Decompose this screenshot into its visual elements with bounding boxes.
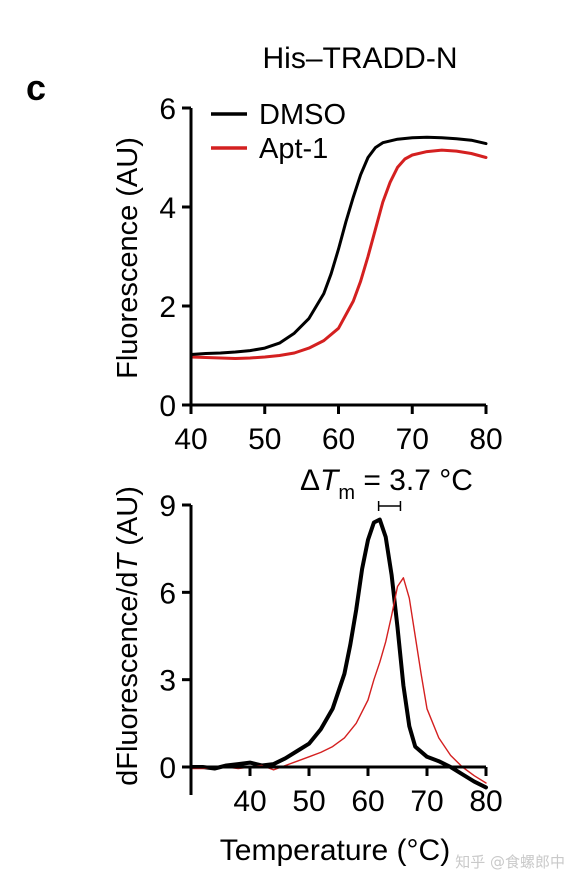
bottom-y-label-suffix: (AU) <box>112 486 144 554</box>
bottom-x-tick-label: 40 <box>233 785 266 818</box>
bottom-y-tick-label: 3 <box>159 665 176 698</box>
delta-symbol: Δ <box>300 464 320 497</box>
top-x-tick-label: 60 <box>322 423 355 456</box>
panel-label: c <box>26 67 46 108</box>
bottom-y-label-prefix: dFluorescence/d <box>112 571 144 785</box>
bottom-series-dmso-line <box>189 517 488 790</box>
bottom-y-tick-label: 6 <box>159 577 176 610</box>
top-series-apt-1-line <box>189 148 488 360</box>
delta-T: T <box>320 464 341 497</box>
top-chart-title: His–TRADD-N <box>263 42 458 75</box>
bottom-chart: ΔTm = 3.7 °C dFluorescence/dT (AU) 40 50 6… <box>112 464 503 867</box>
top-y-tick-label: 6 <box>159 93 176 126</box>
bottom-series-apt-1-line <box>190 577 487 784</box>
bottom-x-tick-label: 80 <box>469 785 502 818</box>
delta-subscript: m <box>338 482 355 504</box>
delta-tm-bar <box>377 501 402 511</box>
top-x-tick-label: 70 <box>396 423 429 456</box>
top-y-tick-label: 4 <box>159 192 176 225</box>
top-x-tick-label: 80 <box>469 423 502 456</box>
top-ticks-group: 40 50 60 70 80 0 2 4 6 <box>159 93 502 456</box>
top-chart: His–TRADD-N Fluorescence (AU) 40 50 60 70 80… <box>112 42 503 456</box>
bottom-y-label-T: T <box>112 551 144 571</box>
bottom-ticks-group: 40 50 60 70 80 0 3 6 9 <box>159 490 502 818</box>
top-series-dmso-line <box>189 135 488 356</box>
legend-dmso-label: DMSO <box>259 99 346 131</box>
top-y-tick-label: 2 <box>159 291 176 324</box>
bottom-x-tick-label: 60 <box>351 785 384 818</box>
bottom-x-axis-label: Temperature (°C) <box>220 834 450 867</box>
top-series-group <box>189 135 488 360</box>
bottom-y-axis-label: dFluorescence/dT (AU) <box>112 486 144 786</box>
watermark: 知乎 @食螺郎中 <box>455 853 565 871</box>
bottom-y-tick-label: 9 <box>159 490 176 523</box>
top-y-tick-label: 0 <box>159 390 176 423</box>
bottom-y-tick-label: 0 <box>159 752 176 785</box>
legend: DMSO Apt-1 <box>211 99 346 165</box>
bottom-x-tick-label: 50 <box>292 785 325 818</box>
delta-value: = 3.7 °C <box>355 464 473 497</box>
bottom-series-group <box>189 517 488 790</box>
top-x-tick-label: 40 <box>174 423 207 456</box>
bottom-x-tick-label: 70 <box>410 785 443 818</box>
top-y-axis-label: Fluorescence (AU) <box>112 137 144 379</box>
delta-tm-annotation: ΔTm = 3.7 °C <box>300 464 473 504</box>
top-x-tick-label: 50 <box>248 423 281 456</box>
legend-apt1-label: Apt-1 <box>259 133 328 165</box>
